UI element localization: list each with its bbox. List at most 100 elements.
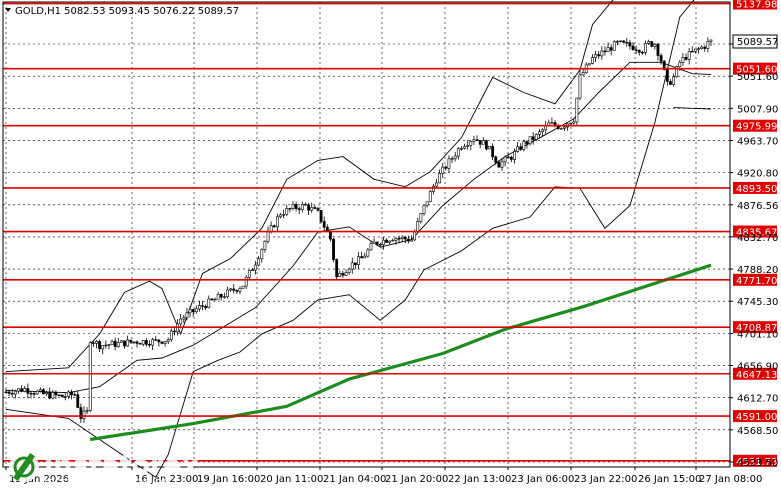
candle: [591, 54, 594, 65]
candle: [519, 143, 523, 152]
candle: [369, 240, 373, 251]
candle: [572, 118, 576, 125]
candle: [344, 269, 348, 276]
candle: [98, 339, 101, 352]
price-level: 5137.98: [3, 0, 777, 11]
candle: [251, 267, 254, 272]
candle: [509, 155, 513, 163]
level-label-box: [733, 321, 777, 334]
candle: [594, 50, 597, 63]
candle: [700, 45, 704, 50]
candle: [478, 140, 482, 149]
price-tick-label: 4745.30: [737, 297, 778, 308]
price-level: 4975.99: [3, 119, 777, 133]
candle: [494, 155, 498, 165]
candle: [213, 297, 217, 301]
symbol-header: GOLD,H1 5082.53 5093.45 5076.22 5089.57: [5, 6, 239, 17]
candle: [182, 314, 186, 323]
candle: [169, 328, 173, 342]
level-label: 4647.13: [736, 370, 777, 381]
candle: [120, 339, 123, 343]
candle: [466, 140, 470, 150]
time-tick-label: 27 Jan 08:00: [699, 474, 762, 485]
time-tick-label: 16 Jan 23:00: [135, 474, 198, 485]
candle: [188, 306, 192, 318]
candle: [126, 335, 130, 347]
level-label-box: [733, 273, 777, 286]
candle: [113, 337, 117, 351]
candle: [272, 224, 276, 228]
candle: [488, 145, 491, 150]
candle: [70, 389, 73, 400]
level-label: 4591.00: [736, 412, 777, 423]
candle: [550, 117, 554, 124]
candle: [238, 286, 242, 294]
candle: [637, 49, 641, 56]
grid-layer: [3, 2, 730, 467]
candle: [144, 337, 148, 347]
candle: [456, 146, 460, 160]
price-level: 5051.60: [3, 62, 777, 76]
candle: [207, 295, 211, 309]
candle: [534, 133, 538, 142]
candle: [148, 340, 151, 348]
candle: [447, 155, 451, 173]
candle: [285, 204, 289, 216]
watermark-tagline: Instant Forex Trading: [44, 475, 170, 489]
candle: [647, 39, 651, 46]
candle: [634, 45, 638, 54]
candle: [706, 37, 710, 53]
candle: [631, 42, 635, 51]
candle: [235, 289, 239, 294]
candle: [472, 135, 476, 145]
dropdown-triangle-icon[interactable]: [5, 8, 11, 12]
candle: [619, 40, 622, 43]
candle: [226, 286, 229, 299]
price-tick-label: 4523.50: [737, 458, 778, 469]
candle: [135, 340, 139, 348]
bollinger-lower-tail: [673, 107, 712, 110]
candle: [403, 235, 407, 244]
candle: [375, 241, 379, 246]
candle: [650, 40, 654, 48]
candle: [322, 216, 326, 232]
candle: [366, 247, 370, 258]
candle: [410, 235, 413, 242]
level-label: 5137.98: [736, 0, 777, 11]
candle: [684, 53, 688, 61]
price-level: 4591.00: [3, 410, 777, 423]
candle: [219, 293, 223, 301]
symbol-info-text: GOLD,H1 5082.53 5093.45 5076.22 5089.57: [15, 6, 239, 17]
level-label-box: [733, 0, 777, 10]
candle: [20, 385, 23, 393]
candle: [26, 383, 30, 399]
candle: [54, 390, 58, 399]
candle: [282, 209, 286, 219]
price-tick-label: 5007.90: [737, 104, 778, 115]
candle: [622, 40, 626, 43]
candle: [697, 46, 700, 54]
level-label-box: [733, 181, 777, 194]
level-label: 4771.70: [736, 276, 777, 287]
candle: [513, 148, 516, 164]
candle: [347, 267, 351, 275]
candle: [163, 340, 167, 347]
price-tick-label: 4920.80: [737, 169, 778, 180]
candle: [659, 53, 663, 65]
time-tick-label: 22 Jan 13:00: [448, 474, 511, 485]
candle: [304, 202, 307, 206]
candle: [400, 235, 404, 243]
candle: [66, 390, 70, 399]
bollinger-lower-band: [5, 0, 695, 478]
candle: [350, 257, 354, 274]
candle: [422, 204, 426, 216]
candle: [116, 337, 120, 348]
price-level: 4771.70: [3, 273, 777, 287]
level-label-box: [733, 225, 777, 238]
candle: [244, 274, 248, 290]
candle: [475, 135, 479, 141]
candle: [29, 390, 33, 399]
candle: [703, 45, 707, 52]
